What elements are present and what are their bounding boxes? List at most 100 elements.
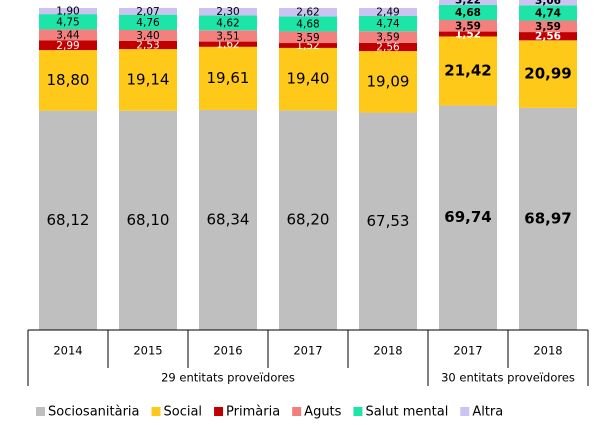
bar-segment (39, 110, 97, 331)
bar-segment (439, 20, 497, 32)
bar-segment (39, 50, 97, 111)
bar-segment (359, 31, 417, 43)
value-label: 2,56 (535, 31, 561, 43)
bar-segment (439, 4, 497, 21)
value-label: 2,49 (376, 7, 399, 19)
value-label: 3,51 (216, 30, 239, 42)
bar-segment (359, 16, 417, 32)
bar-segment (279, 43, 337, 48)
value-label: 4,76 (136, 17, 160, 29)
value-label: 19,09 (367, 72, 410, 90)
value-label: 68,97 (524, 209, 571, 227)
value-label: 4,74 (376, 18, 400, 30)
bar-segment (519, 107, 577, 331)
value-label: 2,56 (376, 41, 400, 53)
x-tick-label: 2016 (213, 344, 242, 358)
value-label: 67,53 (367, 212, 410, 230)
bar-segment (39, 14, 97, 30)
bar-segment (359, 51, 417, 113)
bar-segment (199, 109, 257, 331)
value-label: 4,68 (455, 7, 481, 19)
bar-segment (439, 0, 497, 5)
bar-segment (359, 8, 417, 17)
value-label: 3,06 (535, 0, 561, 7)
value-label: 68,12 (47, 211, 90, 229)
bar-segment (119, 8, 177, 15)
value-label: 2,07 (136, 6, 159, 18)
bar-segment (279, 16, 337, 32)
legend-label: Primària (226, 405, 280, 420)
value-label: 3,22 (455, 0, 481, 6)
value-label: 69,74 (444, 208, 491, 226)
bar-segment (199, 46, 257, 110)
group-label: 30 entitats proveïdores (441, 371, 575, 385)
value-label: 2,30 (216, 6, 239, 18)
value-label: 18,80 (47, 71, 90, 89)
x-tick-label: 2015 (133, 344, 162, 358)
legend-label: Altra (472, 405, 503, 420)
bar-segment (279, 47, 337, 111)
bar-segment (39, 29, 97, 41)
x-tick-label: 2017 (293, 344, 322, 358)
x-tick-label: 2017 (453, 344, 482, 358)
bar-segment (199, 15, 257, 31)
bar-segment (119, 110, 177, 330)
bar-segment (519, 32, 577, 41)
value-label: 19,14 (127, 70, 170, 88)
legend-label: Salut mental (365, 405, 448, 420)
bar-segment (519, 20, 577, 33)
legend-swatch (151, 407, 161, 416)
legend-swatch (214, 407, 224, 416)
value-label: 19,61 (207, 69, 250, 87)
value-label: 4,68 (296, 18, 319, 30)
value-label: 4,74 (535, 7, 561, 19)
x-tick-label: 2018 (373, 344, 402, 358)
value-label: 68,20 (287, 211, 330, 229)
bar-segment (199, 41, 257, 47)
group-label: 29 entitats proveïdores (161, 371, 295, 385)
legend-label: Aguts (304, 405, 341, 420)
x-tick-label: 2018 (533, 344, 562, 358)
value-label: 3,59 (455, 20, 481, 32)
value-label: 3,59 (376, 32, 399, 44)
value-label: 3,44 (56, 29, 80, 41)
x-tick-label: 2014 (53, 344, 82, 358)
bar-segment (439, 36, 497, 106)
value-label: 2,62 (296, 7, 319, 19)
value-label: 2,99 (56, 40, 79, 52)
bar-segment (439, 105, 497, 331)
bar-segment (359, 112, 417, 330)
bar-segment (119, 14, 177, 30)
bar-segment (279, 7, 337, 17)
bar-segment (519, 0, 577, 6)
value-label: 1,62 (216, 39, 239, 51)
legend-label: Social (164, 405, 203, 420)
value-label: 19,40 (287, 70, 330, 88)
value-label: 21,42 (444, 61, 491, 79)
legend-swatch (36, 407, 45, 416)
bar-segment (519, 5, 577, 21)
bar-segment (279, 110, 337, 330)
bar-segment (359, 42, 417, 52)
legend-swatch (353, 407, 363, 416)
bar-segment (119, 40, 177, 50)
value-label: 3,40 (136, 30, 159, 42)
value-label: 68,10 (127, 211, 170, 229)
value-label: 3,59 (296, 32, 319, 44)
value-label: 2,53 (136, 40, 159, 52)
value-label: 1,90 (56, 6, 79, 18)
legend-swatch (292, 407, 302, 416)
bar-segment (119, 29, 177, 41)
bar-segment (279, 31, 337, 44)
value-label: 3,59 (535, 21, 561, 33)
bar-segment (439, 31, 497, 37)
bar-segment (199, 30, 257, 42)
bar-segment (39, 40, 97, 51)
value-label: 20,99 (524, 65, 571, 83)
legend-swatch (460, 407, 470, 416)
bar-segment (519, 40, 577, 108)
bar-segment (199, 8, 257, 16)
bar-segment (119, 49, 177, 111)
value-label: 4,75 (56, 16, 79, 28)
